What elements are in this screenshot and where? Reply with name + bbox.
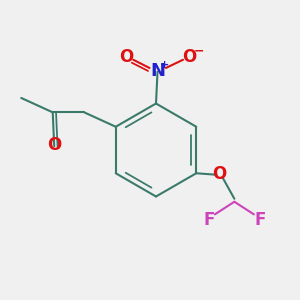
Text: F: F <box>203 211 214 229</box>
Text: O: O <box>212 165 227 183</box>
Text: N: N <box>150 62 165 80</box>
Text: O: O <box>182 48 196 66</box>
Text: −: − <box>194 44 204 58</box>
Text: +: + <box>160 59 169 70</box>
Text: F: F <box>254 211 266 229</box>
Text: O: O <box>47 136 62 154</box>
Text: O: O <box>119 48 134 66</box>
